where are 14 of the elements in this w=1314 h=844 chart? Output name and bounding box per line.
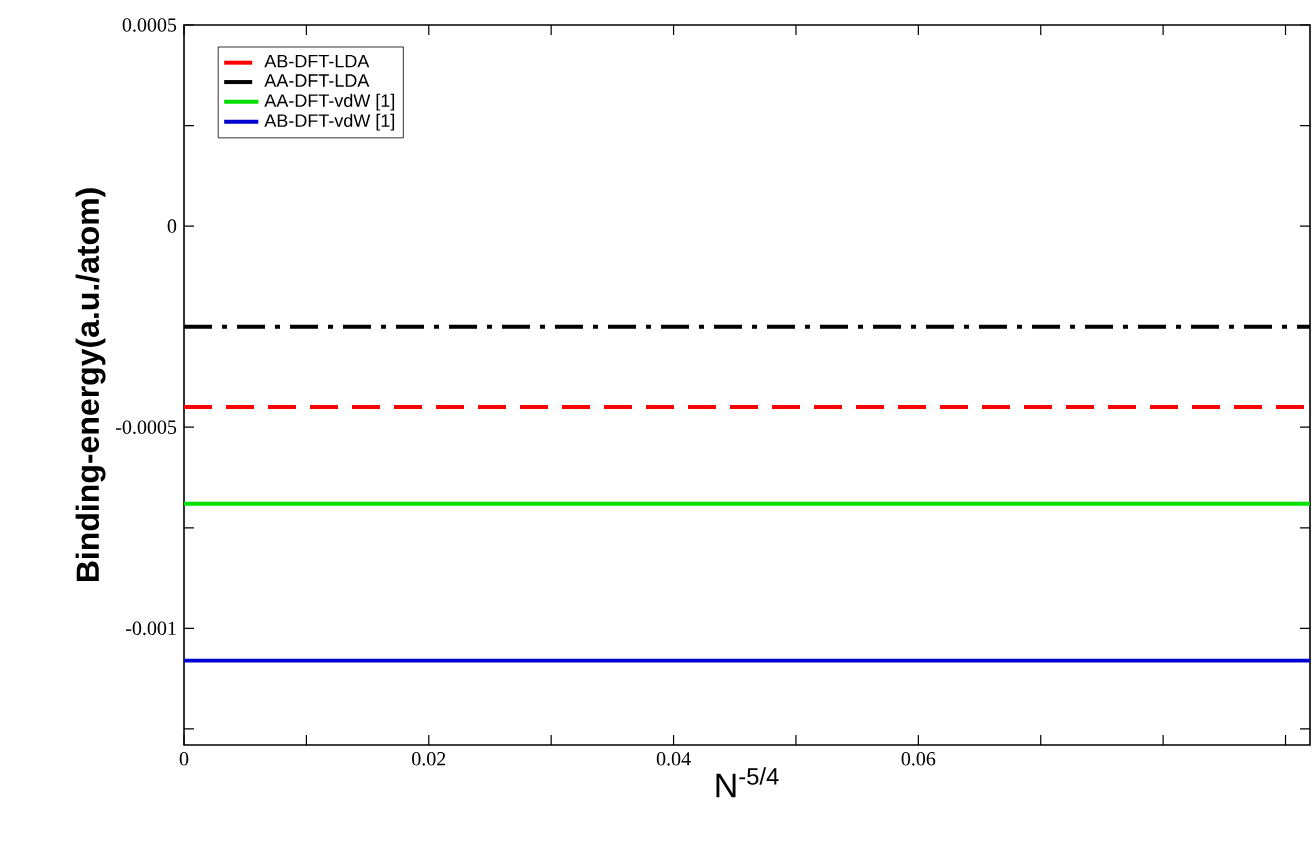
x-tick-label: 0 bbox=[179, 752, 189, 766]
y-tick-label: -0.001 bbox=[126, 621, 176, 636]
x-tick-label: 0.02 bbox=[412, 752, 446, 766]
y-tick-label: -0.0005 bbox=[116, 420, 177, 435]
x-axis-title: N$^{-5/4}$ bbox=[716, 767, 779, 798]
legend-label: AA-DFT-vdW [1] bbox=[264, 93, 395, 111]
legend-label: AB-DFT-vdW [1] bbox=[264, 113, 395, 131]
legend-label: AA-DFT-LDA bbox=[264, 74, 370, 87]
x-tick-label: 0.06 bbox=[901, 752, 936, 766]
y-tick-label: 0 bbox=[167, 219, 177, 233]
y-axis-title: Binding-energy(a.u./atom) bbox=[75, 188, 106, 582]
x-tick-label: 0.04 bbox=[656, 752, 691, 766]
y-tick-label: 0.0005 bbox=[122, 18, 177, 32]
legend-label: AB-DFT-LDA bbox=[264, 54, 370, 68]
